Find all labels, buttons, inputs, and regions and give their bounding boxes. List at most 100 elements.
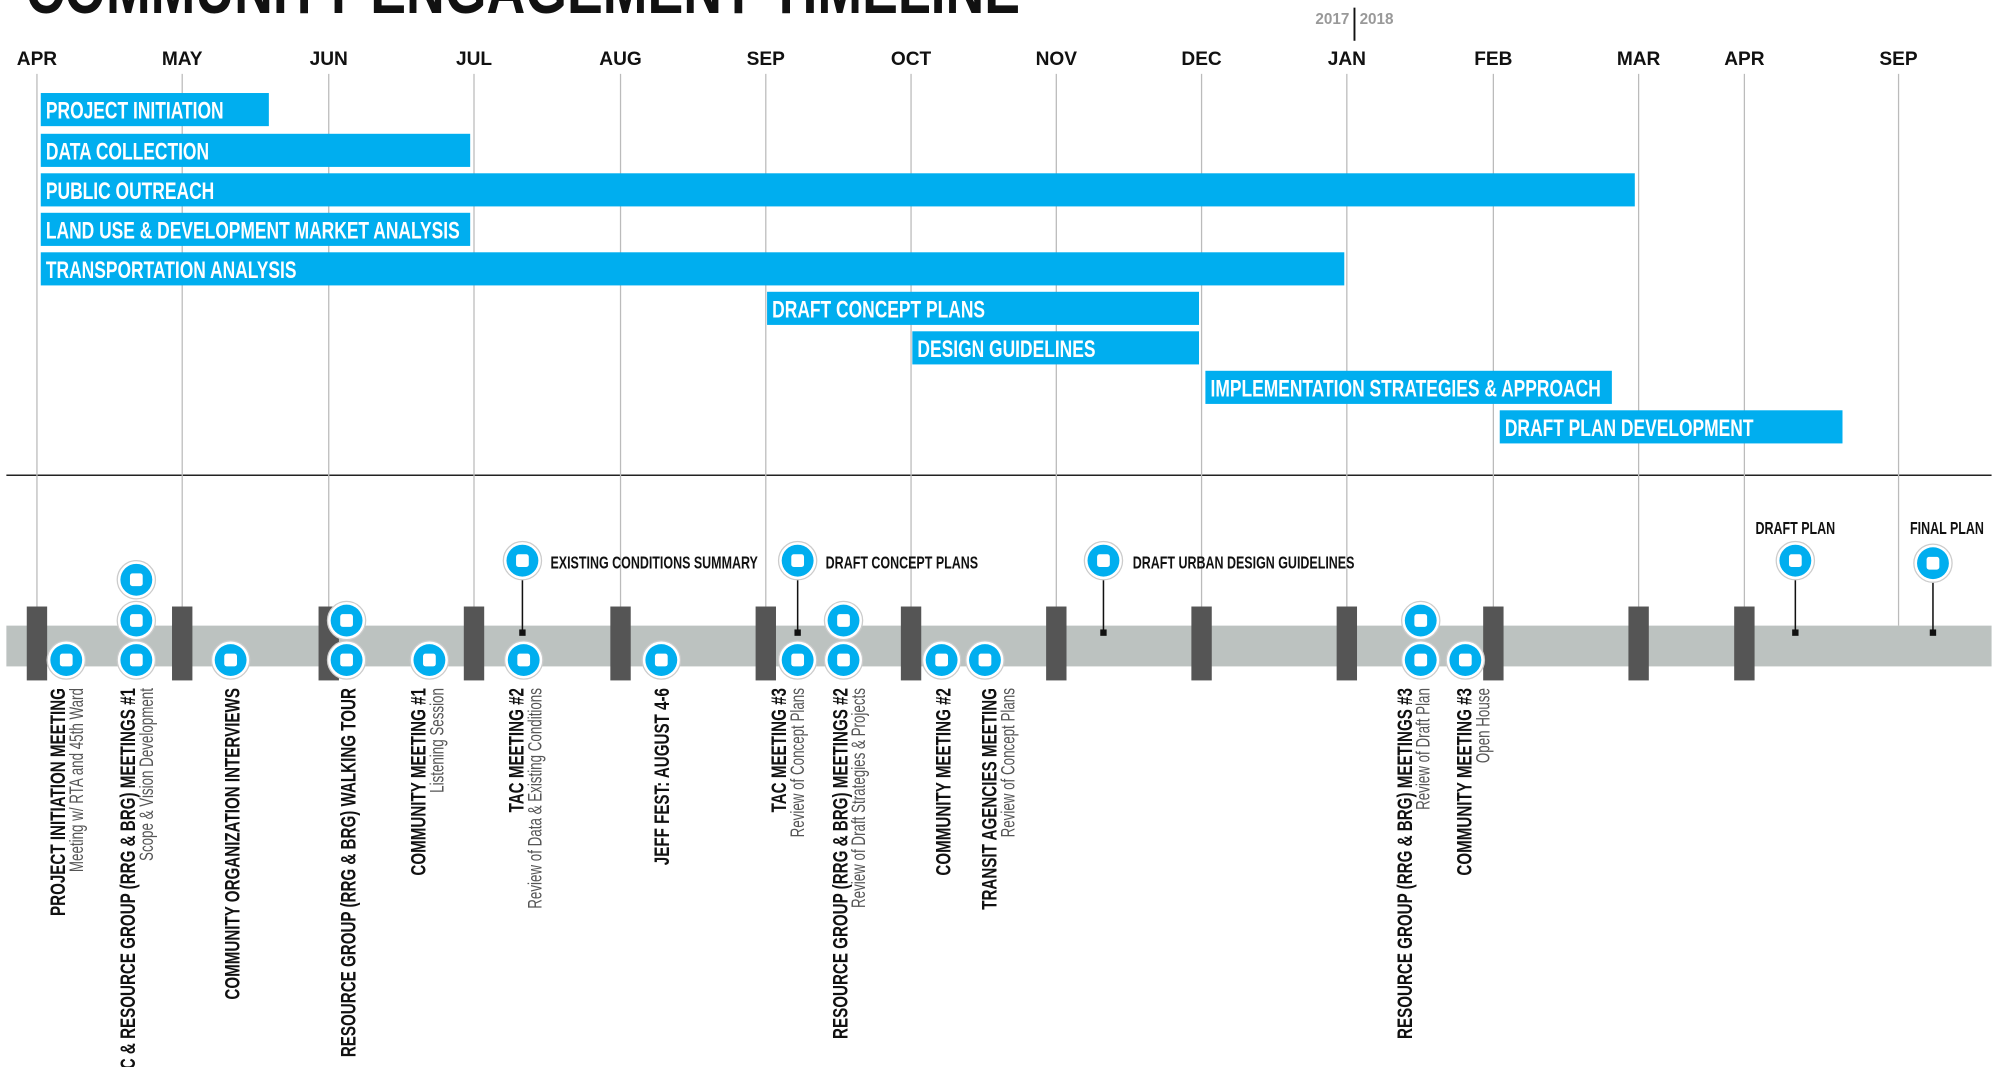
month-label: SEP [747, 49, 785, 70]
icon-glyph [224, 653, 238, 667]
event-title: RESOURCE GROUP (RRG & BRG) WALKING TOUR [336, 688, 360, 1057]
event-title: PROJECT INITIATION MEETING [45, 688, 69, 916]
connector-end [1100, 629, 1107, 636]
icon-glyph [791, 554, 805, 568]
event-subtitle: Review of Data & Existing Conditions [525, 688, 546, 909]
task-label: DRAFT CONCEPT PLANS [772, 297, 985, 323]
month-label: AUG [599, 49, 641, 70]
task-label: PROJECT INITIATION [46, 98, 224, 124]
month-label: APR [17, 49, 58, 70]
connector-end [794, 629, 801, 636]
icon-glyph [340, 653, 353, 667]
icon-glyph [59, 653, 73, 667]
icon-glyph [837, 614, 850, 627]
icon-glyph [423, 653, 436, 667]
month-marker [610, 606, 631, 681]
event-title: COMMUNITY MEETING #3 [1452, 688, 1476, 876]
task-label: DRAFT PLAN DEVELOPMENT [1505, 415, 1754, 441]
task-label: DESIGN GUIDELINES [917, 336, 1095, 362]
connector-end [519, 629, 526, 636]
month-marker [755, 606, 776, 681]
icon-glyph [654, 653, 668, 667]
month-label: JAN [1328, 49, 1366, 70]
connector-end [1929, 629, 1937, 636]
task-bar [40, 133, 471, 167]
event-subtitle: Review of Concept Plans [998, 688, 1019, 837]
task-bar [40, 93, 269, 127]
task-label: IMPLEMENTATION STRATEGIES & APPROACH [1210, 376, 1600, 402]
icon-glyph [1788, 554, 1802, 568]
event-subtitle: Review of Draft Plan [1413, 688, 1434, 810]
icon-glyph [516, 554, 529, 568]
event-subtitle: Review of Concept Plans [788, 688, 809, 837]
event-subtitle: Review of Draft Strategies & Projects [849, 688, 870, 908]
month-label: APR [1724, 49, 1765, 70]
event-title: RESOURCE GROUP (RRG & BRG) MEETINGS #2 [828, 688, 852, 1039]
icon-glyph [517, 653, 531, 667]
icon-glyph [1414, 614, 1428, 627]
task-bar [1205, 370, 1612, 404]
month-label: DEC [1181, 49, 1222, 70]
event-subtitle: Meeting w/ RTA and 45th Ward [67, 688, 88, 872]
task-bar [912, 331, 1200, 365]
month-marker [463, 606, 485, 681]
icon-glyph [935, 653, 949, 667]
month-marker [1734, 606, 1755, 681]
month-label: NOV [1036, 49, 1078, 70]
icon-glyph [1097, 554, 1110, 568]
icon-glyph [1458, 653, 1472, 667]
task-label: TRANSPORTATION ANALYSIS [46, 257, 297, 283]
event-title: TAC MEETING #2 [504, 688, 528, 812]
event-subtitle: Scope & Vision Development [137, 688, 158, 861]
task-bar [1499, 410, 1843, 444]
task-bar [40, 252, 1345, 286]
deliverable-label: DRAFT CONCEPT PLANS [826, 553, 978, 573]
deliverable-label: FINAL PLAN [1910, 519, 1984, 539]
icon-glyph [129, 573, 143, 587]
month-marker [26, 606, 48, 681]
deliverable-label: DRAFT PLAN [1756, 519, 1836, 539]
event-subtitle: Open House [1473, 688, 1494, 763]
month-label: MAR [1617, 49, 1661, 70]
month-label: SEP [1879, 49, 1917, 70]
event-title: COMMUNITY MEETING #1 [406, 688, 430, 876]
month-marker [1483, 606, 1504, 681]
month-label: JUN [310, 49, 348, 70]
month-marker [1628, 606, 1649, 681]
month-marker [1336, 606, 1358, 681]
month-label: FEB [1474, 49, 1512, 70]
connector-end [1792, 629, 1799, 636]
month-marker [900, 606, 922, 681]
icon-glyph [129, 614, 143, 627]
icon-glyph [978, 653, 992, 667]
task-bar [767, 291, 1200, 325]
deliverable-label: EXISTING CONDITIONS SUMMARY [550, 553, 757, 573]
event-title: JEFF FEST: AUGUST 4-6 [649, 688, 673, 865]
event-title: COMMUNITY ORGANIZATION INTERVIEWS [220, 688, 244, 1000]
month-marker [1046, 606, 1067, 681]
icon-glyph [837, 653, 850, 667]
icon-glyph [129, 653, 143, 667]
deliverable-label: DRAFT URBAN DESIGN GUIDELINES [1133, 553, 1355, 573]
task-label: LAND USE & DEVELOPMENT MARKET ANALYSIS [46, 218, 460, 244]
task-bar [40, 212, 471, 246]
month-label: OCT [891, 49, 932, 70]
icon-glyph [1414, 653, 1428, 667]
task-label: DATA COLLECTION [46, 139, 209, 165]
icon-glyph [340, 614, 353, 627]
event-title: TAC & RESOURCE GROUP (RRG & BRG) MEETING… [115, 688, 139, 1067]
month-marker [172, 606, 193, 681]
event-title: TAC MEETING #3 [766, 688, 790, 812]
event-subtitle: Listening Session [427, 688, 448, 793]
year-label: 2017 [1315, 11, 1349, 28]
title: COMMUNITY ENGAGEMENT TIMELINE [25, 0, 1020, 28]
task-bar [40, 173, 1635, 207]
task-label: PUBLIC OUTREACH [46, 178, 214, 204]
event-title: COMMUNITY MEETING #2 [931, 688, 955, 876]
month-marker [1191, 606, 1212, 681]
icon-glyph [791, 653, 805, 667]
event-title: TRANSIT AGENCIES MEETING [977, 688, 1001, 910]
month-label: JUL [456, 49, 492, 70]
icon-glyph [1926, 556, 1940, 570]
